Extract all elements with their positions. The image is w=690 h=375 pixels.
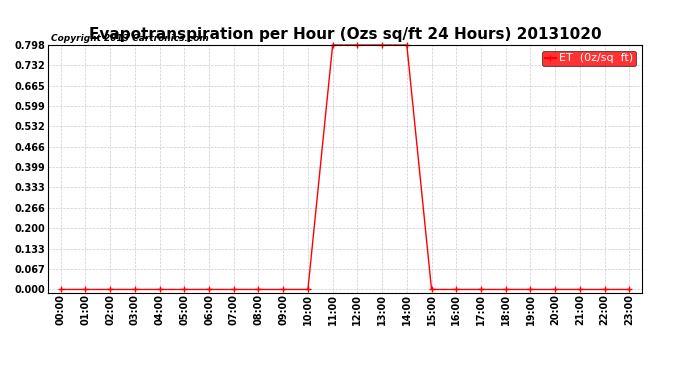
Text: Copyright 2013 Cartronics.com: Copyright 2013 Cartronics.com bbox=[51, 33, 209, 42]
Legend: ET  (0z/sq  ft): ET (0z/sq ft) bbox=[542, 51, 636, 66]
Title: Evapotranspiration per Hour (Ozs sq/ft 24 Hours) 20131020: Evapotranspiration per Hour (Ozs sq/ft 2… bbox=[89, 27, 601, 42]
